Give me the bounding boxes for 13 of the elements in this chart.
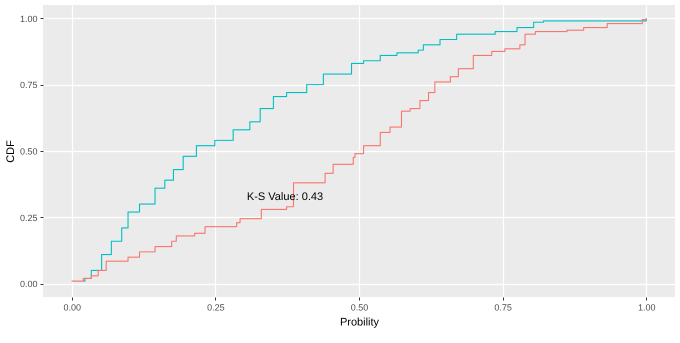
y-tick-label: 0.75 [20, 80, 38, 90]
x-tick-label: 1.00 [638, 302, 656, 312]
x-tick-label: 0.75 [494, 302, 512, 312]
x-tick-label: 0.00 [63, 302, 81, 312]
x-axis-title: Probility [340, 316, 380, 328]
y-tick-label: 0.25 [20, 212, 38, 223]
y-axis-title: CDF [4, 140, 17, 163]
x-tick-label: 0.50 [350, 302, 368, 312]
y-tick-label: 0.00 [20, 279, 38, 290]
y-tick-label: 0.50 [20, 146, 38, 156]
y-tick-label: 1.00 [20, 14, 38, 24]
annotation: K-S Value: 0.43 [246, 191, 324, 203]
x-tick-label: 0.25 [207, 302, 225, 312]
